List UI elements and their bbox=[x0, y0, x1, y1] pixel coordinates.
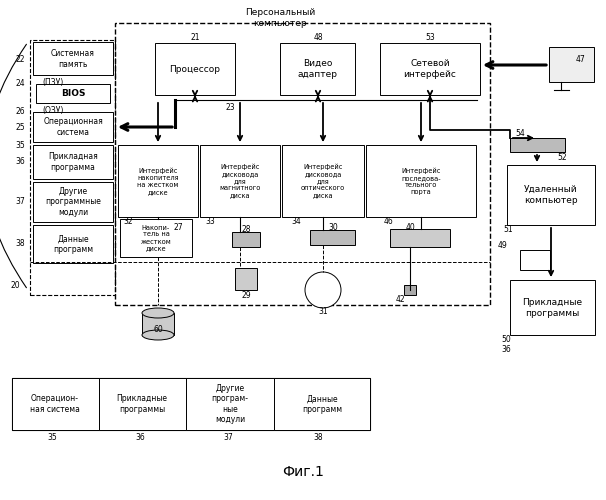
FancyBboxPatch shape bbox=[33, 145, 113, 179]
Text: (ОЗУ): (ОЗУ) bbox=[42, 106, 64, 116]
FancyBboxPatch shape bbox=[142, 313, 174, 335]
FancyBboxPatch shape bbox=[366, 145, 476, 217]
Text: Операцион-
ная система: Операцион- ная система bbox=[30, 394, 80, 413]
Text: Накопи-
тель на
жестком
диске: Накопи- тель на жестком диске bbox=[141, 224, 171, 252]
Text: 26: 26 bbox=[15, 108, 25, 116]
Text: 37: 37 bbox=[223, 434, 233, 442]
Text: Прикладные
программы: Прикладные программы bbox=[522, 298, 582, 318]
Text: Удаленный
компьютер: Удаленный компьютер bbox=[524, 186, 578, 204]
Text: 35: 35 bbox=[15, 140, 25, 149]
Text: Фиг.1: Фиг.1 bbox=[282, 465, 324, 479]
Text: Процессор: Процессор bbox=[170, 64, 221, 74]
FancyBboxPatch shape bbox=[232, 232, 260, 247]
Text: 53: 53 bbox=[425, 34, 435, 42]
Text: Другие
програм-
ные
модули: Другие програм- ные модули bbox=[211, 384, 248, 424]
Text: 29: 29 bbox=[241, 290, 251, 300]
FancyBboxPatch shape bbox=[510, 280, 595, 335]
FancyBboxPatch shape bbox=[274, 378, 370, 430]
Text: 37: 37 bbox=[15, 198, 25, 206]
Text: Видео
адаптер: Видео адаптер bbox=[298, 60, 338, 78]
Text: 27: 27 bbox=[173, 222, 183, 232]
FancyBboxPatch shape bbox=[155, 43, 235, 95]
Text: Данные
программ: Данные программ bbox=[302, 394, 342, 413]
FancyBboxPatch shape bbox=[235, 268, 257, 290]
Text: Интерфейс
дисковода
для
магнитного
диска: Интерфейс дисковода для магнитного диска bbox=[219, 164, 261, 198]
Text: Сетевой
интерфейс: Сетевой интерфейс bbox=[404, 60, 456, 78]
Text: 46: 46 bbox=[383, 216, 393, 226]
FancyBboxPatch shape bbox=[12, 378, 99, 430]
Text: 24: 24 bbox=[15, 80, 25, 88]
Text: 28: 28 bbox=[241, 224, 251, 234]
FancyBboxPatch shape bbox=[280, 43, 355, 95]
Text: Системная
память: Системная память bbox=[51, 50, 95, 68]
Text: Другие
программные
модули: Другие программные модули bbox=[45, 187, 101, 217]
FancyBboxPatch shape bbox=[549, 47, 594, 82]
Text: 36: 36 bbox=[135, 434, 145, 442]
Text: 47: 47 bbox=[575, 56, 585, 64]
Text: 42: 42 bbox=[395, 296, 405, 304]
FancyBboxPatch shape bbox=[33, 112, 113, 142]
Text: Персональный
компьютер: Персональный компьютер bbox=[245, 8, 315, 28]
FancyBboxPatch shape bbox=[510, 138, 565, 152]
Text: 38: 38 bbox=[313, 434, 323, 442]
Text: 20: 20 bbox=[10, 280, 20, 289]
Text: 51: 51 bbox=[503, 226, 513, 234]
FancyBboxPatch shape bbox=[520, 250, 550, 270]
Text: 52: 52 bbox=[557, 152, 567, 162]
FancyBboxPatch shape bbox=[282, 145, 364, 217]
Ellipse shape bbox=[142, 330, 174, 340]
Text: 50: 50 bbox=[501, 336, 511, 344]
FancyBboxPatch shape bbox=[310, 230, 355, 245]
FancyBboxPatch shape bbox=[36, 84, 110, 103]
Text: 36: 36 bbox=[501, 346, 511, 354]
Text: 21: 21 bbox=[190, 34, 200, 42]
FancyBboxPatch shape bbox=[12, 378, 370, 430]
Text: Прикладные
программы: Прикладные программы bbox=[116, 394, 167, 413]
Text: 30: 30 bbox=[328, 224, 338, 232]
Text: 32: 32 bbox=[123, 216, 133, 226]
Text: 35: 35 bbox=[47, 434, 57, 442]
Text: 31: 31 bbox=[318, 308, 328, 316]
FancyBboxPatch shape bbox=[507, 165, 595, 225]
Ellipse shape bbox=[142, 308, 174, 318]
Text: (ПЗУ): (ПЗУ) bbox=[42, 78, 63, 86]
Text: 54: 54 bbox=[515, 130, 525, 138]
Circle shape bbox=[305, 272, 341, 308]
Text: 38: 38 bbox=[15, 240, 25, 248]
Text: Данные
программ: Данные программ bbox=[53, 234, 93, 254]
Text: 25: 25 bbox=[15, 122, 25, 132]
FancyBboxPatch shape bbox=[404, 285, 416, 295]
Text: Интерфейс
дисковода
для
оптического
диска: Интерфейс дисковода для оптического диск… bbox=[301, 164, 345, 198]
Text: 49: 49 bbox=[498, 240, 508, 250]
FancyBboxPatch shape bbox=[390, 229, 450, 247]
Text: 23: 23 bbox=[225, 102, 235, 112]
FancyBboxPatch shape bbox=[186, 378, 274, 430]
Text: Операционная
система: Операционная система bbox=[43, 118, 103, 137]
Text: Интерфейс
последова-
тельного
порта: Интерфейс последова- тельного порта bbox=[401, 167, 441, 194]
Text: 40: 40 bbox=[405, 222, 415, 232]
FancyBboxPatch shape bbox=[380, 43, 480, 95]
Text: Интерфейс
накопителя
на жестком
диске: Интерфейс накопителя на жестком диске bbox=[137, 167, 179, 194]
FancyBboxPatch shape bbox=[33, 182, 113, 222]
Text: 33: 33 bbox=[205, 216, 215, 226]
FancyBboxPatch shape bbox=[120, 219, 192, 257]
Text: 60: 60 bbox=[153, 326, 163, 334]
FancyBboxPatch shape bbox=[200, 145, 280, 217]
FancyBboxPatch shape bbox=[33, 225, 113, 263]
Text: Прикладная
программа: Прикладная программа bbox=[48, 152, 98, 172]
FancyBboxPatch shape bbox=[99, 378, 186, 430]
Text: 48: 48 bbox=[313, 34, 323, 42]
Text: 22: 22 bbox=[15, 54, 25, 64]
Text: 36: 36 bbox=[15, 158, 25, 166]
Text: BIOS: BIOS bbox=[61, 90, 85, 98]
FancyBboxPatch shape bbox=[118, 145, 198, 217]
FancyBboxPatch shape bbox=[33, 42, 113, 75]
Text: 34: 34 bbox=[291, 216, 301, 226]
